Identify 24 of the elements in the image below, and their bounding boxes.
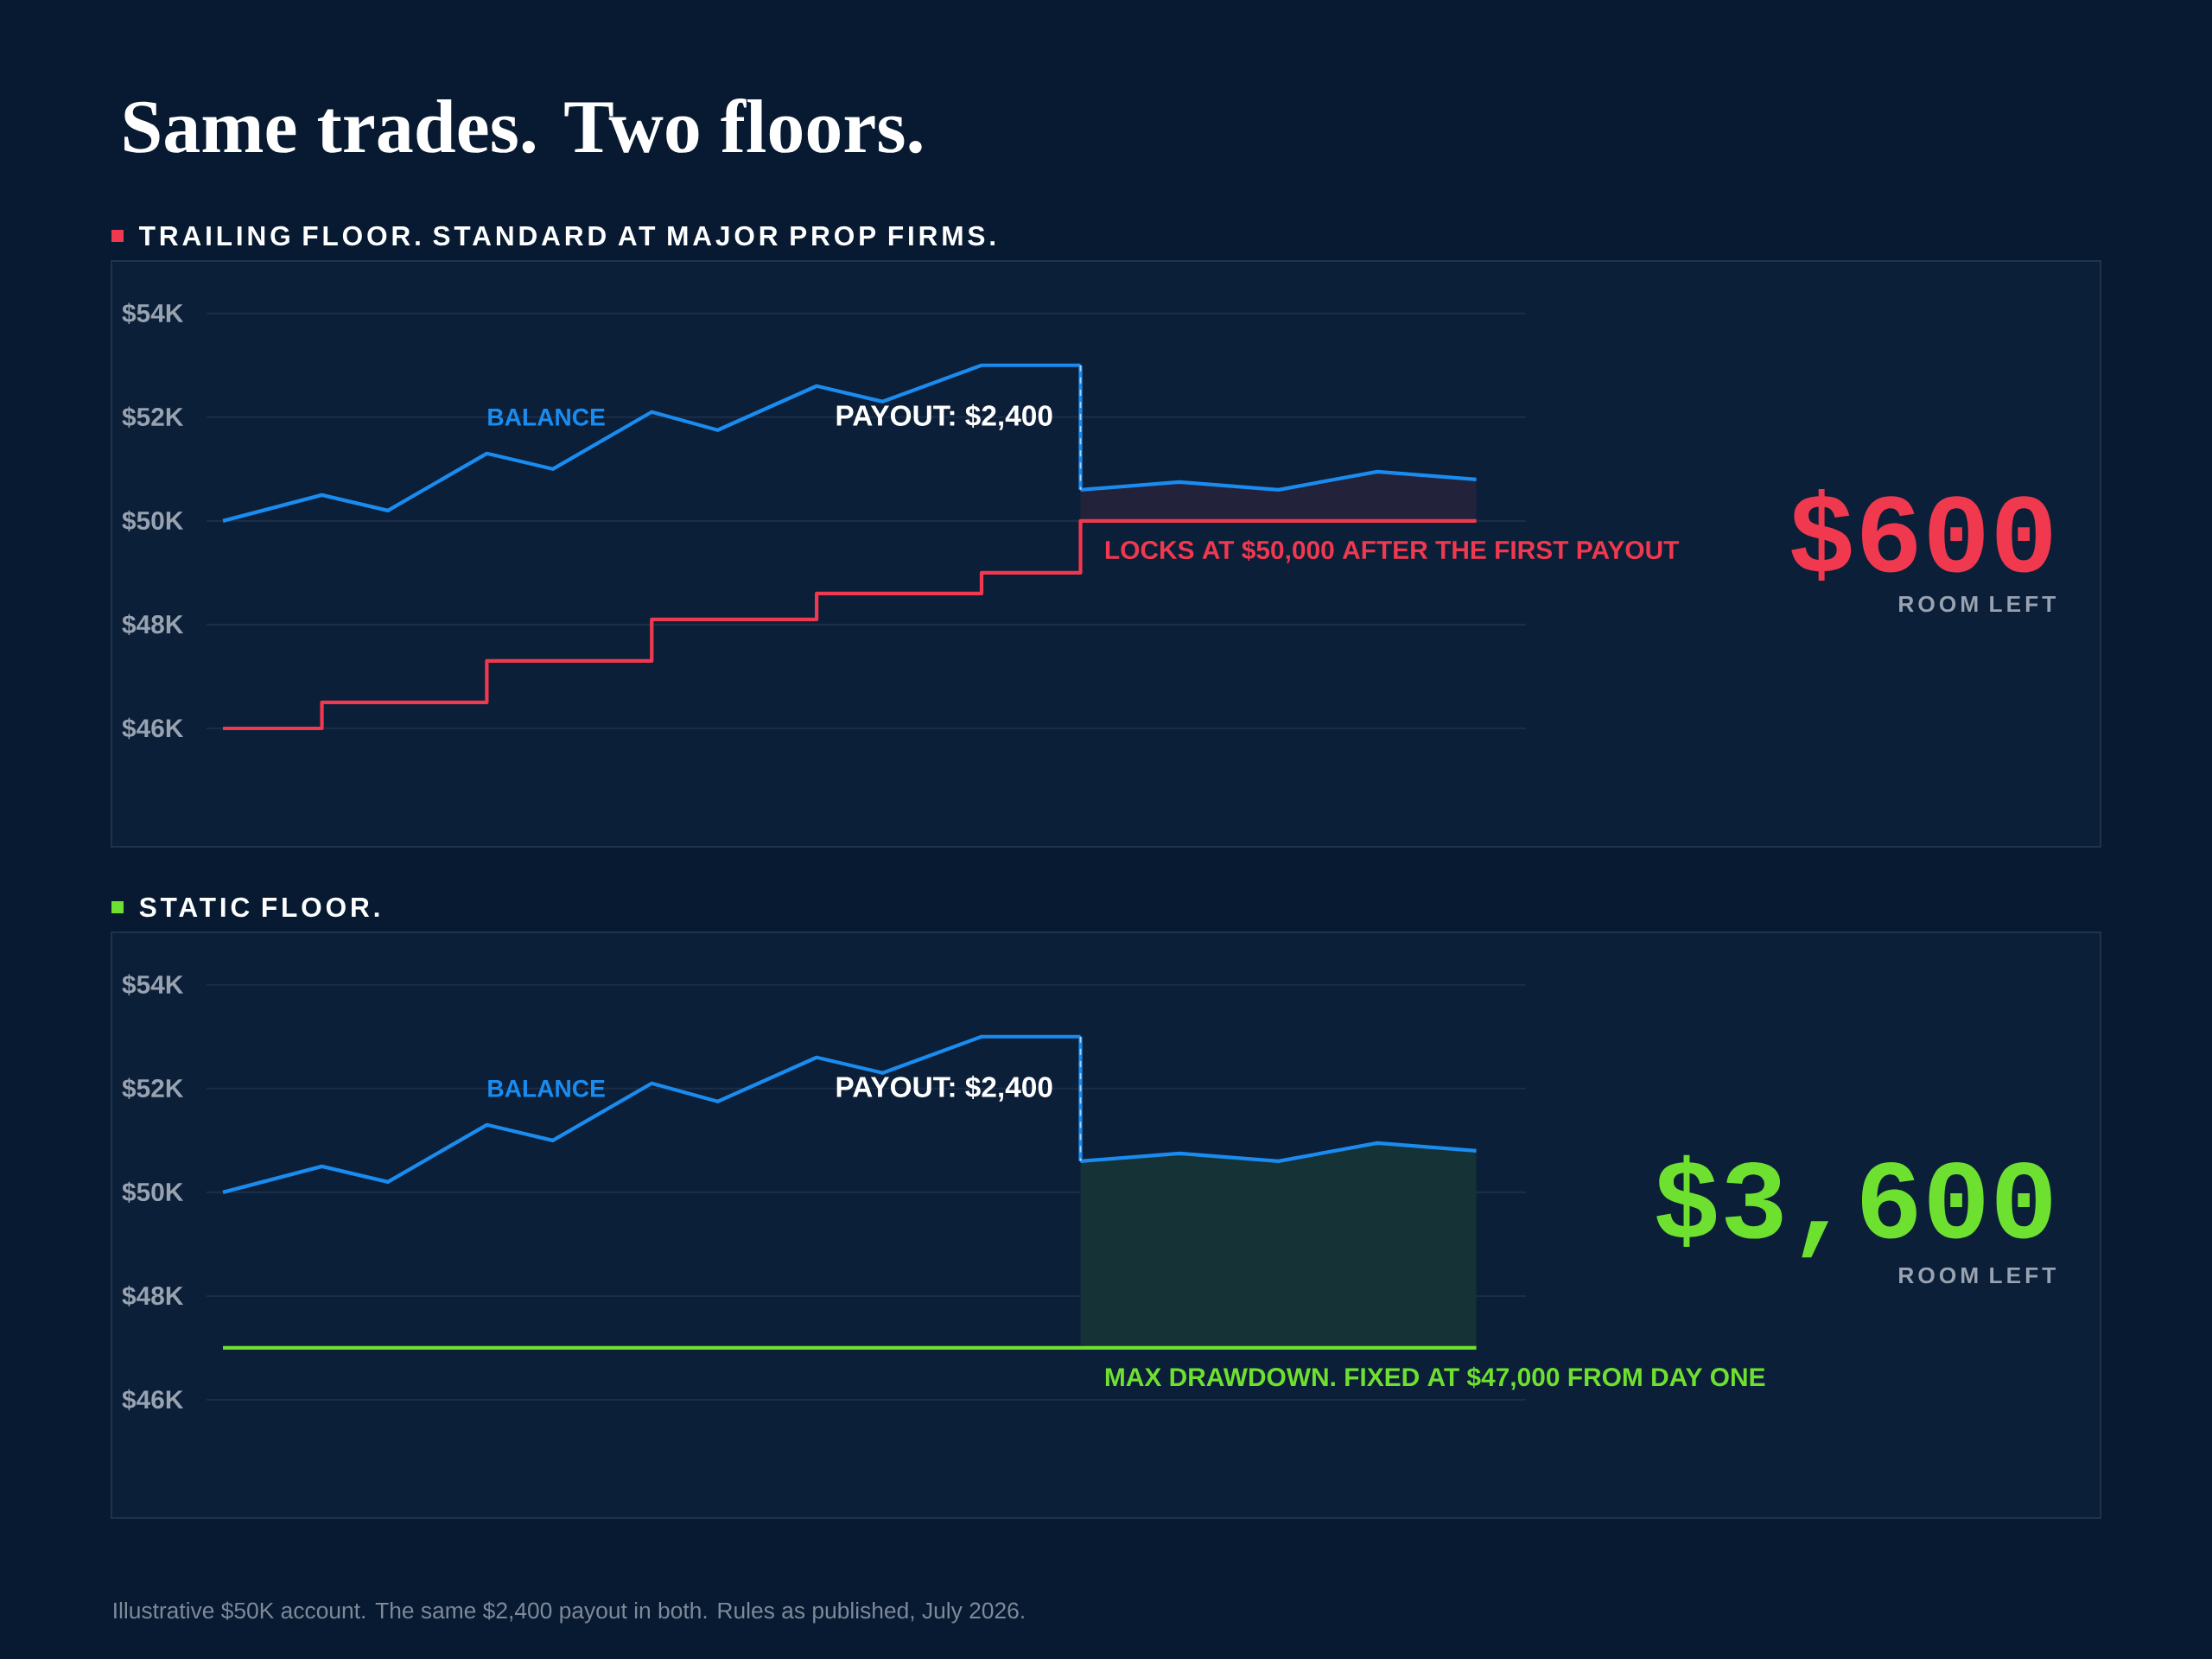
chart-subtitle: STATIC FLOOR. <box>139 897 379 918</box>
annotation: PAYOUT: $2,400 <box>836 1075 1052 1102</box>
series-label: BALANCE <box>488 1079 605 1097</box>
y-tick-label: $50K <box>122 510 184 532</box>
y-tick-label: $48K <box>122 613 184 636</box>
chart-title: Same trades. Two floors. <box>124 99 922 154</box>
y-tick-label: $54K <box>122 302 184 324</box>
text: $600 <box>1791 488 2051 582</box>
y-tick-label: $50K <box>122 1181 184 1204</box>
y-tick-label: $52K <box>122 406 184 428</box>
y-tick-label: $46K <box>122 1389 184 1411</box>
y-tick-label: $52K <box>122 1077 184 1099</box>
y-tick-label: $48K <box>122 1285 184 1307</box>
text: ROOM LEFT <box>1899 595 2056 613</box>
chart-subtitle: TRAILING FLOOR. STANDARD AT MAJOR PROP FIRMS. <box>139 226 995 246</box>
annotation: PAYOUT: $2,400 <box>836 404 1052 430</box>
series-label: LOCKS AT $50,000 AFTER THE FIRST PAYOUT <box>1105 539 1680 563</box>
y-tick-label: $54K <box>122 974 184 995</box>
text: ROOM LEFT <box>1899 1267 2056 1284</box>
text: Illustrative $50K account. The same $2,400 payout in both. Rules as published, July 2026. <box>114 1601 1024 1624</box>
y-tick-label: $46K <box>122 717 184 740</box>
text: $3,600 <box>1656 1154 2051 1258</box>
series-label: MAX DRAWDOWN. FIXED AT $47,000 FROM DAY ONE <box>1105 1366 1765 1390</box>
series-label: BALANCE <box>488 408 605 426</box>
